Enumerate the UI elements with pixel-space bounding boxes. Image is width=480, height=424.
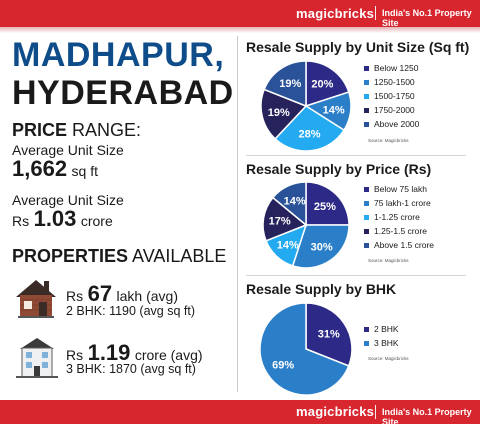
brand-tagline-bottom: India's No.1 Property Site: [382, 407, 472, 424]
legend-swatch: [364, 327, 369, 332]
chart-3-source: Source: Magicbricks: [368, 356, 409, 361]
slice-data-label: 30%: [311, 241, 333, 253]
pie-slice: [305, 60, 350, 108]
avg-unit-size-number: 1,662: [12, 156, 68, 181]
avg-price-number: 1.03: [33, 206, 77, 231]
price-range-heading-bold: PRICE: [12, 120, 68, 140]
properties-heading: PROPERTIES AVAILABLE: [12, 246, 226, 267]
property-3bhk-unit: crore (avg): [134, 347, 203, 363]
legend-swatch: [364, 122, 369, 127]
avg-unit-size-value: 1,662 sq ft: [12, 156, 98, 182]
chart-3-title: Resale Supply by BHK: [246, 281, 397, 297]
property-2bhk-price: Rs 67 lakh (avg): [66, 281, 178, 307]
slice-data-label: 14%: [277, 239, 299, 251]
brand-separator-bottom: [375, 405, 376, 419]
pie-slice: [305, 302, 353, 367]
brick-house-icon: [16, 280, 56, 318]
chart-2-rule: [246, 275, 466, 276]
avg-unit-size-label: Average Unit Size: [12, 142, 124, 158]
pie-slice: [274, 105, 346, 152]
location-line-2: HYDERABAD: [12, 74, 234, 112]
avg-price-unit: crore: [80, 213, 113, 229]
legend-swatch: [364, 341, 369, 346]
legend-label: 3 BHK: [374, 338, 399, 348]
chart-1-title: Resale Supply by Unit Size (Sq ft): [246, 39, 470, 55]
legend-swatch: [364, 187, 369, 192]
slice-data-label: 17%: [269, 216, 291, 228]
property-2bhk-unit: lakh (avg): [116, 288, 178, 304]
slice-data-label: 19%: [268, 107, 290, 119]
legend-swatch: [364, 229, 369, 234]
legend-label: Below 75 lakh: [374, 184, 427, 194]
properties-heading-bold: PROPERTIES: [12, 246, 129, 266]
top-brand-bar: magicbricks India's No.1 Property Site: [0, 0, 480, 28]
chart-2-source: Source: Magicbricks: [368, 258, 409, 263]
legend-swatch: [364, 108, 369, 113]
legend-label: 1500-1750: [374, 91, 415, 101]
legend-label: 1250-1500: [374, 77, 415, 87]
chart-2-title: Resale Supply by Price (Rs): [246, 161, 432, 177]
legend-swatch: [364, 80, 369, 85]
top-bar-shadow: [0, 27, 480, 33]
legend-swatch: [364, 94, 369, 99]
avg-price-value: Rs 1.03 crore: [12, 206, 113, 232]
location-line-1: MADHAPUR,: [12, 36, 225, 74]
legend-label: 1750-2000: [374, 105, 415, 115]
unit-size-pie-chart: 20% 14% 28% 19% 19%: [260, 60, 352, 152]
brand-logo-bottom: magicbricks: [296, 404, 375, 419]
price-range-heading: PRICE RANGE:: [12, 120, 141, 141]
slice-data-label: 25%: [314, 201, 336, 213]
brand-separator-top: [375, 6, 376, 20]
legend-label: 2 BHK: [374, 324, 399, 334]
pie-slice: [259, 302, 350, 396]
legend-swatch: [364, 66, 369, 71]
property-2bhk-prefix: Rs: [66, 288, 84, 304]
property-3bhk-prefix: Rs: [66, 347, 84, 363]
legend-label: 75 lakh-1 crore: [374, 198, 431, 208]
apartment-building-icon: [16, 338, 58, 378]
brand-logo-top: magicbricks: [296, 6, 375, 21]
bhk-pie-chart: 31% 69%: [259, 302, 353, 396]
price-pie-chart: 25% 30% 14% 17% 14%: [262, 181, 350, 269]
legend-label: Above 1.5 crore: [374, 240, 435, 250]
bottom-brand-bar: magicbricks India's No.1 Property Site: [0, 400, 480, 424]
avg-price-prefix: Rs: [12, 213, 30, 229]
pie-slice: [305, 181, 350, 226]
avg-unit-size-label-2: Average Unit Size: [12, 192, 124, 208]
pie-slice: [263, 60, 307, 108]
slice-data-label: 69%: [272, 359, 294, 371]
legend-swatch: [364, 215, 369, 220]
pie-slice: [262, 196, 308, 242]
chart-1-source: Source: Magicbricks: [368, 138, 409, 143]
slice-data-label: 28%: [298, 129, 320, 141]
slice-data-label: 14%: [323, 104, 345, 116]
pie-slice: [291, 224, 350, 269]
slice-data-label: 31%: [318, 328, 340, 340]
property-3bhk-value: 1.19: [87, 340, 131, 365]
legend-label: Above 2000: [374, 119, 420, 129]
pie-slice: [271, 181, 307, 227]
legend-swatch: [364, 201, 369, 206]
brand-tagline-top: India's No.1 Property Site: [382, 8, 472, 28]
slice-data-label: 20%: [311, 78, 333, 90]
property-2bhk-value: 67: [87, 281, 113, 306]
property-3bhk-price: Rs 1.19 crore (avg): [66, 340, 203, 366]
slice-data-label: 19%: [279, 78, 301, 90]
slice-data-label: 14%: [284, 196, 306, 208]
property-2bhk-detail: 2 BHK: 1190 (avg sq ft): [66, 304, 195, 318]
properties-heading-rest: AVAILABLE: [128, 246, 227, 266]
legend-label: 1.25-1.5 crore: [374, 226, 427, 236]
column-divider: [237, 36, 238, 392]
price-range-heading-rest: RANGE:: [67, 120, 142, 140]
avg-unit-size-unit: sq ft: [71, 163, 98, 179]
property-3bhk-detail: 3 BHK: 1870 (avg sq ft): [66, 362, 196, 376]
chart-1-rule: [246, 155, 466, 156]
legend-label: Below 1250: [374, 63, 419, 73]
legend-swatch: [364, 243, 369, 248]
legend-label: 1-1.25 crore: [374, 212, 420, 222]
